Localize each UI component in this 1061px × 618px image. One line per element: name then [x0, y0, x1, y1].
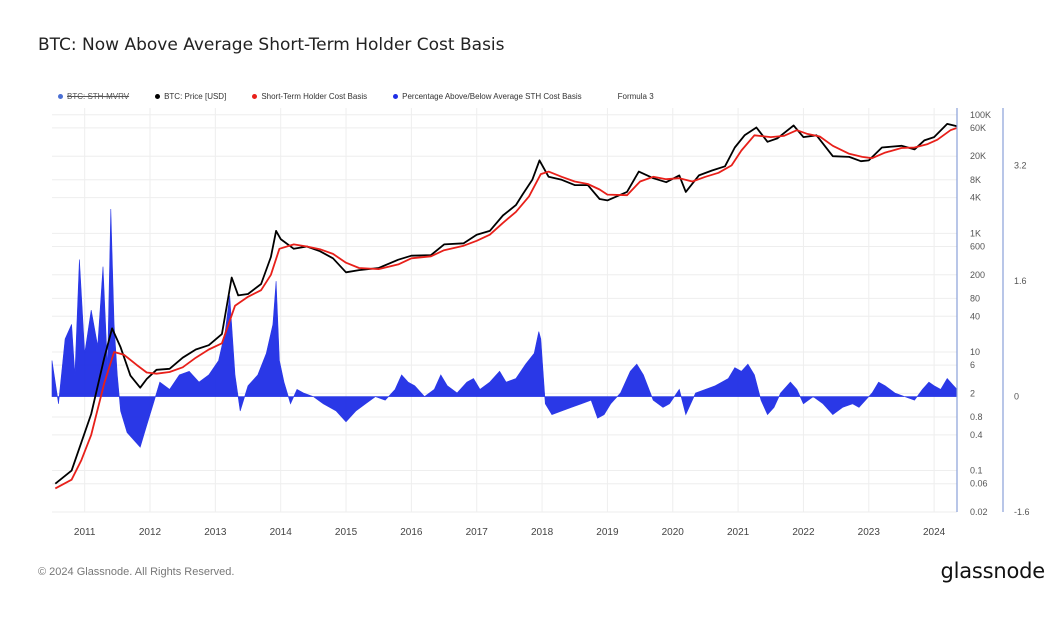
brand-logo: glassnode [940, 559, 1045, 583]
y-left-tick-label: 2 [970, 388, 975, 398]
legend-label: BTC: STH-MVRV [67, 91, 130, 101]
legend-dot-icon [393, 93, 399, 99]
y-left-tick-label: 0.06 [970, 479, 988, 489]
y-left-tick-label: 6 [970, 360, 975, 370]
series-price-line [54, 123, 958, 485]
legend-item-1[interactable]: BTC: Price [USD] [155, 92, 226, 101]
y-left-tick-label: 10 [970, 347, 980, 357]
x-tick-label: 2014 [270, 527, 293, 538]
y-left-tick-label: 0.02 [970, 507, 988, 517]
x-tick-label: 2019 [596, 527, 619, 538]
legend-label: Short-Term Holder Cost Basis [261, 91, 368, 101]
legend-item-0[interactable]: BTC: STH-MVRV [58, 92, 129, 101]
legend-item-3[interactable]: Percentage Above/Below Average STH Cost … [393, 92, 582, 101]
series-percentage-area [51, 208, 958, 448]
x-tick-label: 2015 [335, 527, 358, 538]
y-left-tick-label: 100K [970, 110, 991, 120]
legend-dot-icon [252, 93, 258, 99]
y-left-tick-label: 0.8 [970, 412, 983, 422]
legend: BTC: STH-MVRV BTC: Price [USD] Short-Term … [58, 90, 680, 102]
legend-item-4[interactable]: Formula 3 [618, 92, 654, 101]
legend-label: Formula 3 [617, 91, 654, 101]
y-left-tick-label: 1K [970, 228, 981, 238]
x-tick-label: 2020 [662, 527, 685, 538]
x-tick-label: 2011 [74, 527, 96, 538]
copyright-footer: © 2024 Glassnode. All Rights Reserved. [38, 566, 235, 578]
chart-title: BTC: Now Above Average Short-Term Holder… [38, 35, 505, 55]
x-tick-label: 2013 [204, 527, 227, 538]
x-tick-label: 2021 [727, 527, 750, 538]
series-cost-basis-line [54, 127, 958, 490]
y-left-tick-label: 8K [970, 175, 981, 185]
legend-item-2[interactable]: Short-Term Holder Cost Basis [252, 92, 367, 101]
y-left-tick-label: 600 [970, 242, 985, 252]
legend-label: Percentage Above/Below Average STH Cost … [402, 91, 582, 101]
x-tick-label: 2012 [139, 527, 162, 538]
x-tick-label: 2017 [466, 527, 489, 538]
x-tick-label: 2024 [923, 527, 946, 538]
x-tick-label: 2016 [400, 527, 423, 538]
x-tick-label: 2018 [531, 527, 554, 538]
y-left-tick-label: 80 [970, 293, 980, 303]
y-left-tick-label: 200 [970, 270, 985, 280]
legend-dot-icon [58, 93, 63, 99]
y-left-tick-label: 40 [970, 311, 980, 321]
x-tick-label: 2023 [858, 527, 881, 538]
y-left-tick-label: 4K [970, 193, 981, 203]
y-left-tick-label: 0.4 [970, 430, 983, 440]
legend-label: BTC: Price [USD] [164, 91, 227, 101]
y-left-tick-label: 20K [970, 151, 986, 161]
legend-dot-icon [155, 93, 161, 99]
y-right-tick-label: 0 [1014, 392, 1019, 402]
y-right-tick-label: 1.6 [1014, 276, 1027, 286]
y-left-tick-label: 0.1 [970, 466, 983, 476]
x-tick-label: 2022 [792, 527, 815, 538]
y-right-tick-label: 3.2 [1014, 161, 1027, 171]
y-left-tick-label: 60K [970, 123, 986, 133]
y-right-tick-label: -1.6 [1014, 507, 1030, 517]
